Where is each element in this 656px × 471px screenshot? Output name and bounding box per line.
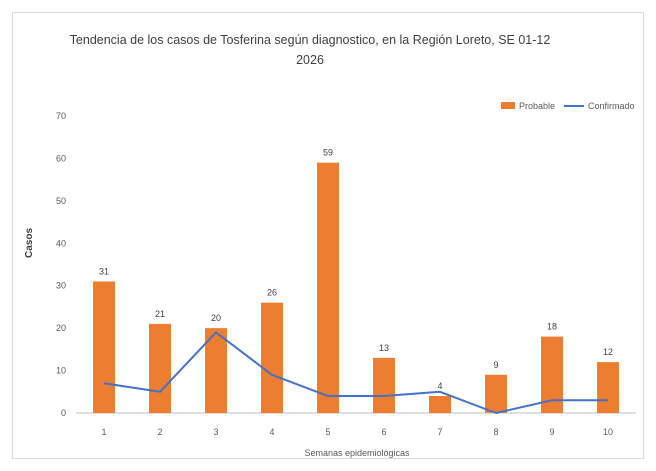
x-tick-label: 7 (437, 427, 442, 437)
data-label: 4 (437, 381, 442, 391)
data-label: 13 (379, 343, 389, 353)
x-tick-label: 5 (325, 427, 330, 437)
y-tick-label: 60 (56, 153, 66, 163)
y-axis-label: Casos (24, 228, 35, 258)
x-tick-label: 10 (603, 427, 613, 437)
bar-probable (429, 396, 451, 413)
bar-probable (261, 302, 283, 413)
legend-label-probable: Probable (519, 101, 555, 111)
y-tick-label: 0 (61, 408, 66, 418)
legend-swatch-probable (501, 102, 515, 109)
legend: Probable Confirmado (501, 101, 635, 111)
bar-probable (149, 323, 171, 413)
y-axis-ticks: 0 10 20 30 40 50 60 70 (56, 111, 66, 418)
data-label: 12 (603, 347, 613, 357)
data-label: 21 (155, 309, 165, 319)
x-tick-label: 9 (549, 427, 554, 437)
bar-probable (597, 362, 619, 413)
x-tick-label: 4 (269, 427, 274, 437)
x-axis-label: Semanas epidemiológicas (304, 448, 410, 458)
bar-probable (93, 281, 115, 413)
data-label: 59 (323, 148, 333, 158)
bar-probable (541, 336, 563, 413)
data-label: 26 (267, 288, 277, 298)
data-label: 18 (547, 322, 557, 332)
bar-probable (205, 328, 227, 413)
chart-title: Tendencia de los casos de Tosferina segú… (69, 33, 551, 67)
x-tick-label: 2 (157, 427, 162, 437)
x-axis-ticks: 1 2 3 4 5 6 7 8 9 10 (101, 427, 613, 437)
y-tick-label: 50 (56, 196, 66, 206)
data-label: 20 (211, 313, 221, 323)
bar-probable (485, 374, 507, 413)
x-tick-label: 3 (213, 427, 218, 437)
bar-probable (373, 357, 395, 413)
y-tick-label: 20 (56, 323, 66, 333)
bar-series-probable (93, 162, 619, 413)
line-series-confirmado (103, 331, 608, 414)
x-tick-label: 6 (381, 427, 386, 437)
y-tick-label: 30 (56, 281, 66, 291)
data-label: 9 (493, 360, 498, 370)
y-tick-label: 40 (56, 238, 66, 248)
x-tick-label: 8 (493, 427, 498, 437)
data-labels: 31 21 20 26 59 13 4 9 18 12 (99, 148, 613, 391)
y-tick-label: 70 (56, 111, 66, 121)
y-tick-label: 10 (56, 366, 66, 376)
x-tick-label: 1 (101, 427, 106, 437)
legend-label-confirmado: Confirmado (588, 101, 635, 111)
bar-probable (317, 162, 339, 413)
data-label: 31 (99, 266, 109, 276)
